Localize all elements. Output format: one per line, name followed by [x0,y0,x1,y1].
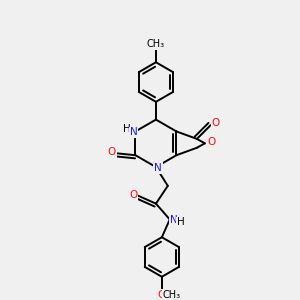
Text: H: H [123,124,130,134]
Text: CH₃: CH₃ [147,40,165,50]
Text: CH₃: CH₃ [163,290,181,300]
Text: N: N [130,128,137,137]
Text: N: N [170,215,178,225]
Text: H: H [177,218,184,227]
Text: O: O [158,290,166,300]
Text: O: O [129,190,137,200]
Text: N: N [154,163,162,173]
Text: O: O [208,137,216,147]
Text: O: O [107,147,116,157]
Text: O: O [212,118,220,128]
